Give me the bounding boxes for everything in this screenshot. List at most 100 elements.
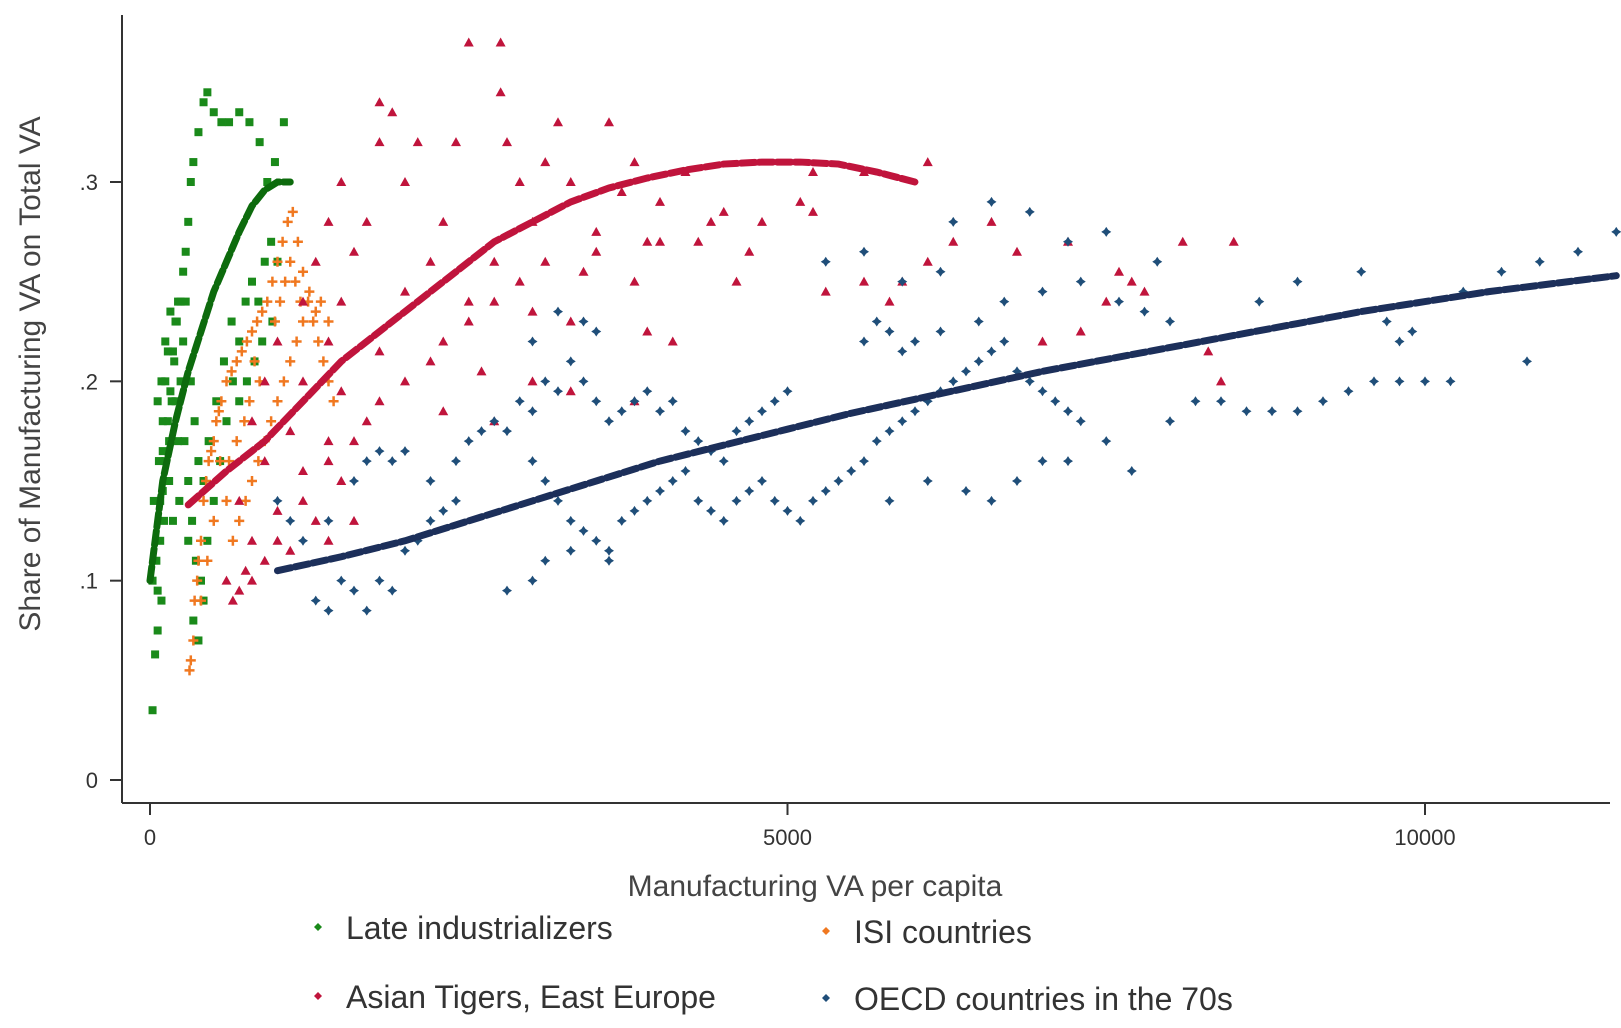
data-point	[227, 535, 238, 546]
data-point	[202, 555, 213, 566]
data-point	[258, 337, 267, 346]
data-point	[400, 446, 410, 457]
data-point	[323, 456, 334, 466]
data-point	[527, 336, 538, 347]
data-point	[757, 406, 767, 417]
data-point	[922, 396, 933, 407]
legend-marker	[822, 994, 830, 1002]
data-point	[859, 276, 869, 286]
data-point	[553, 386, 563, 397]
fit-line	[184, 158, 919, 509]
data-point	[336, 296, 347, 306]
data-point	[252, 316, 263, 327]
legend-marker	[314, 992, 322, 1000]
data-point	[298, 466, 308, 476]
data-point	[540, 256, 551, 266]
data-point	[260, 257, 269, 266]
data-point	[189, 616, 198, 625]
data-point	[231, 356, 242, 367]
data-point	[278, 376, 289, 387]
data-point	[298, 535, 308, 546]
data-point	[565, 356, 576, 367]
data-point	[211, 416, 222, 427]
data-point	[161, 337, 170, 346]
data-point	[476, 366, 487, 376]
data-point	[655, 485, 665, 496]
data-point	[349, 436, 359, 446]
data-point	[1394, 336, 1405, 347]
data-point	[241, 336, 252, 347]
data-point	[986, 346, 997, 357]
data-point	[272, 396, 283, 407]
data-point	[221, 495, 232, 506]
data-point	[922, 157, 933, 167]
data-point	[565, 515, 576, 526]
data-point	[208, 436, 219, 447]
data-point	[655, 196, 665, 206]
data-point	[553, 117, 563, 127]
data-point	[1126, 466, 1137, 477]
data-point	[249, 356, 260, 367]
data-point	[495, 37, 506, 47]
data-point	[795, 515, 806, 526]
data-point	[438, 216, 449, 226]
data-point	[204, 437, 213, 446]
legend-label: Late industrializers	[346, 910, 613, 946]
data-point	[280, 276, 291, 287]
data-point	[1139, 306, 1150, 317]
data-point	[196, 535, 206, 546]
data-point	[400, 545, 410, 556]
data-point	[310, 256, 321, 266]
data-point	[1037, 286, 1048, 297]
data-point	[1394, 376, 1405, 387]
data-point	[591, 396, 602, 407]
data-point	[221, 376, 232, 387]
data-point	[272, 535, 283, 545]
data-point	[629, 157, 640, 167]
data-point	[227, 595, 238, 605]
axes: 0 .1 .2 .3 0 5000 10000	[80, 15, 1610, 850]
data-point	[259, 555, 270, 565]
data-point	[1075, 276, 1086, 287]
data-point	[374, 575, 385, 586]
x-axis-title: Manufacturing VA per capita	[628, 870, 1003, 903]
data-point	[820, 286, 831, 296]
data-point	[263, 178, 272, 186]
data-point	[744, 416, 755, 427]
data-point	[151, 650, 160, 659]
data-point	[285, 545, 296, 555]
data-point	[578, 376, 589, 387]
data-point	[591, 326, 602, 337]
data-point	[706, 216, 716, 226]
data-point	[502, 585, 512, 596]
data-point	[282, 216, 293, 227]
data-point	[228, 377, 237, 386]
data-point	[203, 88, 212, 97]
y-tick-label: .3	[80, 170, 98, 195]
data-point	[897, 276, 908, 287]
data-point	[731, 276, 742, 286]
data-point	[540, 555, 551, 566]
data-point	[224, 456, 235, 467]
data-point	[1050, 396, 1061, 407]
data-point	[266, 416, 277, 427]
data-point	[184, 536, 193, 545]
data-point	[194, 457, 203, 466]
data-point	[272, 336, 283, 346]
data-point	[693, 436, 704, 447]
data-point	[221, 575, 232, 585]
data-point	[1318, 396, 1328, 407]
data-point	[285, 256, 296, 267]
legend: Late industrializers ISI countries Asian T…	[314, 910, 1233, 1017]
data-point	[744, 485, 755, 496]
data-point	[186, 178, 195, 186]
data-point	[438, 406, 449, 416]
data-point	[1037, 336, 1048, 346]
data-point	[463, 436, 474, 447]
data-point	[782, 505, 793, 516]
x-tick-label: 10000	[1394, 825, 1455, 850]
data-point	[922, 256, 933, 266]
data-point	[254, 297, 263, 306]
data-point	[270, 158, 279, 167]
data-point	[463, 37, 474, 47]
